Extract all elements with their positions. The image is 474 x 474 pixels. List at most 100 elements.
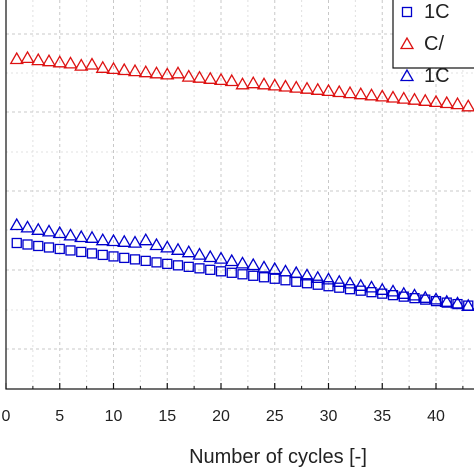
data-point — [215, 266, 227, 277]
data-point — [353, 278, 368, 291]
data-point — [31, 222, 46, 235]
data-point — [11, 237, 22, 249]
data-point — [205, 264, 216, 275]
data-point — [278, 79, 293, 92]
data-point — [31, 52, 46, 66]
data-point — [385, 90, 401, 103]
data-point — [258, 272, 270, 283]
data-point — [41, 224, 57, 237]
data-point — [312, 279, 323, 290]
data-point — [84, 230, 100, 243]
data-point — [407, 288, 422, 301]
data-point — [332, 84, 347, 98]
x-tick-label: 30 — [320, 408, 338, 425]
data-point — [84, 57, 100, 70]
x-tick-label: 0 — [2, 408, 11, 425]
data-point — [396, 91, 411, 104]
data-point — [289, 80, 304, 93]
data-point — [375, 282, 390, 295]
data-point — [160, 67, 175, 80]
x-tick-label: 20 — [212, 408, 230, 425]
data-point — [9, 51, 24, 65]
data-point — [194, 263, 205, 274]
data-point — [106, 233, 121, 247]
data-point — [86, 248, 98, 259]
data-point — [192, 247, 207, 260]
data-point — [52, 225, 67, 239]
data-point — [138, 232, 153, 246]
data-point — [321, 83, 336, 97]
data-point — [342, 85, 358, 99]
data-point — [41, 53, 57, 67]
data-point — [213, 72, 229, 86]
data-point — [129, 254, 141, 265]
data-point — [246, 257, 261, 271]
legend-label: 1C — [424, 65, 450, 87]
data-point — [213, 251, 229, 264]
data-point — [269, 273, 280, 284]
data-point — [332, 274, 347, 287]
data-point — [353, 86, 368, 100]
legend-entry: 1C — [399, 65, 450, 87]
data-point — [203, 249, 218, 263]
data-point — [396, 286, 411, 299]
data-point — [63, 56, 78, 69]
data-point — [20, 220, 35, 233]
data-point — [95, 232, 110, 246]
data-point — [117, 234, 132, 247]
data-point — [183, 261, 194, 272]
plot-frame — [5, 0, 474, 390]
x-tick-label: 35 — [373, 408, 391, 425]
x-ticks: 0 5 10 15 20 25 30 35 40 — [2, 383, 464, 425]
data-point — [20, 50, 35, 64]
data-point — [138, 64, 153, 78]
data-point — [299, 268, 315, 281]
grid-layer — [5, 0, 474, 389]
data-point — [291, 276, 302, 287]
data-point — [224, 73, 239, 87]
data-point — [342, 276, 358, 289]
data-point — [418, 290, 433, 303]
data-point — [9, 217, 24, 231]
data-point — [428, 292, 444, 305]
legend-label: C/ — [424, 33, 444, 55]
data-point — [43, 242, 55, 253]
data-point — [149, 65, 164, 79]
marks-layer — [9, 50, 474, 311]
data-point — [181, 69, 196, 82]
legend-entry: C/ — [399, 33, 444, 55]
data-point — [52, 54, 67, 68]
data-point — [267, 261, 282, 275]
data-point — [54, 243, 65, 255]
data-point — [375, 89, 390, 102]
data-point — [364, 280, 379, 293]
x-tick-label: 10 — [105, 408, 123, 425]
data-point — [439, 294, 454, 307]
data-point — [299, 81, 315, 94]
data-point — [334, 282, 345, 293]
data-point — [407, 92, 422, 105]
data-point — [170, 65, 186, 79]
data-point — [256, 76, 272, 90]
data-point — [74, 58, 89, 71]
data-point — [364, 87, 379, 101]
data-point — [181, 244, 196, 258]
data-point — [127, 235, 143, 248]
data-point — [246, 75, 261, 89]
data-point — [461, 298, 474, 311]
data-point — [248, 270, 259, 281]
data-point — [63, 228, 78, 241]
data-point — [108, 251, 119, 262]
data-point — [127, 63, 143, 77]
data-point — [289, 265, 304, 279]
data-point — [33, 240, 44, 252]
data-point — [160, 240, 175, 253]
data-point — [387, 289, 399, 301]
data-point — [65, 245, 76, 256]
data-point — [237, 269, 248, 280]
legend-box — [392, 0, 474, 69]
data-point — [226, 267, 237, 278]
data-point — [267, 78, 282, 91]
data-point — [74, 229, 89, 243]
